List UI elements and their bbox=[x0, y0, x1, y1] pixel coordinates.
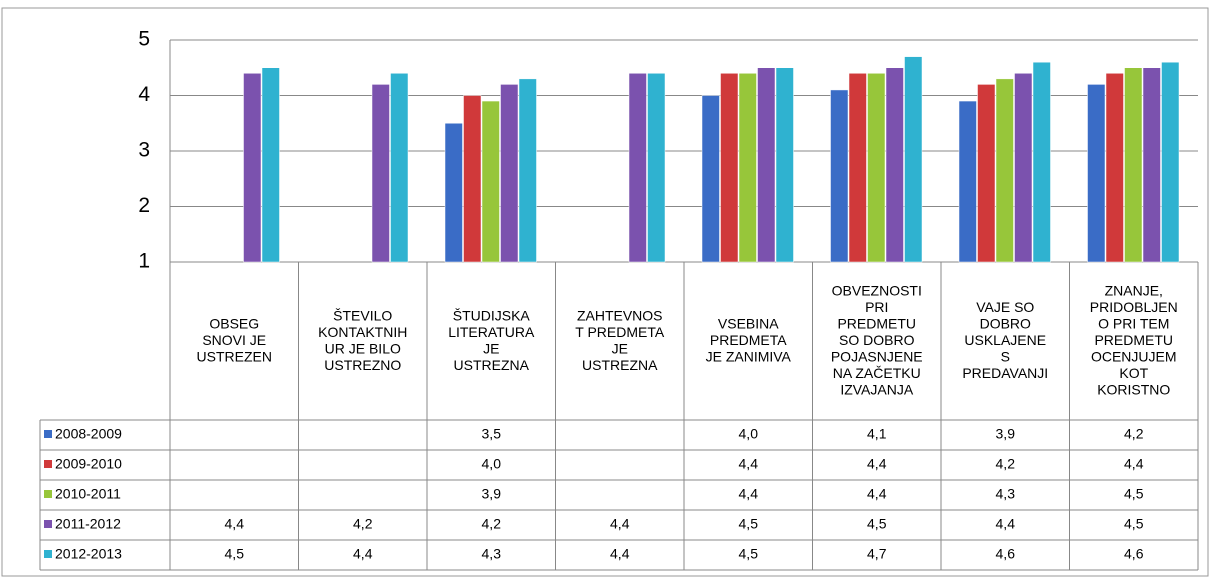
table-value: 3,9 bbox=[482, 486, 502, 502]
x-tick-label: VAJE SO DOBRO USKLAJENE S PREDAVANJI bbox=[962, 299, 1048, 381]
table-value: 4,5 bbox=[739, 546, 759, 562]
table-value: 4,4 bbox=[739, 456, 759, 472]
y-tick-label: 3 bbox=[138, 139, 150, 162]
bar bbox=[775, 67, 794, 263]
table-value: 4,4 bbox=[867, 486, 887, 502]
x-tick-label: ŠTUDIJSKA LITERATURA JE USTREZNA bbox=[448, 307, 535, 373]
table-value: 4,4 bbox=[1124, 456, 1144, 472]
bar bbox=[1142, 67, 1161, 263]
bar bbox=[1087, 84, 1106, 263]
legend-label: 2009-2010 bbox=[55, 456, 122, 472]
table-value: 4,4 bbox=[867, 456, 887, 472]
bar bbox=[390, 73, 409, 263]
table-value: 4,2 bbox=[996, 456, 1016, 472]
legend-swatch bbox=[44, 550, 52, 558]
bar bbox=[500, 84, 519, 263]
bar bbox=[757, 67, 776, 263]
bar bbox=[261, 67, 280, 263]
bar bbox=[738, 73, 757, 263]
legend-label: 2012-2013 bbox=[55, 546, 122, 562]
legend-swatch bbox=[44, 460, 52, 468]
bar bbox=[720, 73, 739, 263]
x-tick-label: OBVEZNOSTI PRI PREDMETU SO DOBRO POJASNJENE N… bbox=[831, 282, 923, 397]
table-value: 4,5 bbox=[1124, 516, 1144, 532]
y-tick-label: 4 bbox=[138, 83, 150, 106]
x-tick-label: ZAHTEVNOS T PREDMETA JE USTREZNA bbox=[575, 307, 665, 373]
table-value: 4,5 bbox=[1124, 486, 1144, 502]
table-value: 4,4 bbox=[996, 516, 1016, 532]
bar bbox=[701, 95, 720, 263]
y-tick-label: 1 bbox=[138, 250, 150, 273]
bar bbox=[830, 89, 849, 263]
table-value: 4,5 bbox=[867, 516, 887, 532]
x-tick-label: ŠTEVILO KONTAKTNIH UR JE BILO USTREZNO bbox=[318, 307, 407, 373]
table-value: 4,5 bbox=[739, 516, 759, 532]
bar bbox=[1014, 73, 1033, 263]
table-value: 3,5 bbox=[482, 426, 502, 442]
table-value: 4,3 bbox=[996, 486, 1016, 502]
table-value: 3,9 bbox=[996, 426, 1016, 442]
bar bbox=[1124, 67, 1143, 263]
y-tick-label: 2 bbox=[138, 194, 150, 217]
table-value: 4,4 bbox=[739, 486, 759, 502]
x-tick-label: VSEBINA PREDMETA JE ZANIMIVA bbox=[706, 315, 792, 364]
legend-label: 2010-2011 bbox=[55, 486, 121, 502]
legend-swatch bbox=[44, 490, 52, 498]
table-value: 4,6 bbox=[1124, 546, 1144, 562]
table-value: 4,2 bbox=[1124, 426, 1144, 442]
bar bbox=[518, 78, 537, 263]
table-value: 4,4 bbox=[610, 546, 630, 562]
bar bbox=[371, 84, 390, 263]
bar bbox=[463, 95, 482, 263]
legend-swatch bbox=[44, 430, 52, 438]
bar bbox=[977, 84, 996, 263]
bar bbox=[867, 73, 886, 263]
bar bbox=[885, 67, 904, 263]
legend-label: 2011-2012 bbox=[55, 516, 121, 532]
bar bbox=[1161, 61, 1180, 263]
bar bbox=[243, 73, 262, 263]
table-value: 4,5 bbox=[225, 546, 245, 562]
table-value: 4,3 bbox=[482, 546, 502, 562]
table-value: 4,4 bbox=[225, 516, 245, 532]
bar bbox=[848, 73, 867, 263]
bar bbox=[904, 56, 923, 263]
table-value: 4,6 bbox=[996, 546, 1016, 562]
bar bbox=[1032, 61, 1051, 263]
table-value: 4,4 bbox=[610, 516, 630, 532]
table-value: 4,7 bbox=[867, 546, 887, 562]
x-tick-label: OBSEG SNOVI JE USTREZEN bbox=[197, 315, 272, 364]
bar bbox=[444, 123, 463, 263]
table-value: 4,4 bbox=[353, 546, 373, 562]
bar bbox=[481, 100, 500, 263]
table-value: 4,1 bbox=[867, 426, 887, 442]
table-value: 4,2 bbox=[353, 516, 373, 532]
legend-label: 2008-2009 bbox=[55, 426, 122, 442]
bar bbox=[958, 100, 977, 263]
bar bbox=[995, 78, 1014, 263]
table-value: 4,2 bbox=[482, 516, 502, 532]
frame bbox=[1, 7, 1209, 577]
x-tick-label: ZNANJE, PRIDOBLJEN O PRI TEM PREDMETU OCENJU… bbox=[1090, 282, 1178, 397]
bar bbox=[1105, 73, 1124, 263]
table-value: 4,0 bbox=[739, 426, 759, 442]
bar bbox=[647, 73, 666, 263]
legend-swatch bbox=[44, 520, 52, 528]
bar bbox=[628, 73, 647, 263]
y-tick-label: 5 bbox=[138, 28, 150, 51]
table-value: 4,0 bbox=[482, 456, 502, 472]
